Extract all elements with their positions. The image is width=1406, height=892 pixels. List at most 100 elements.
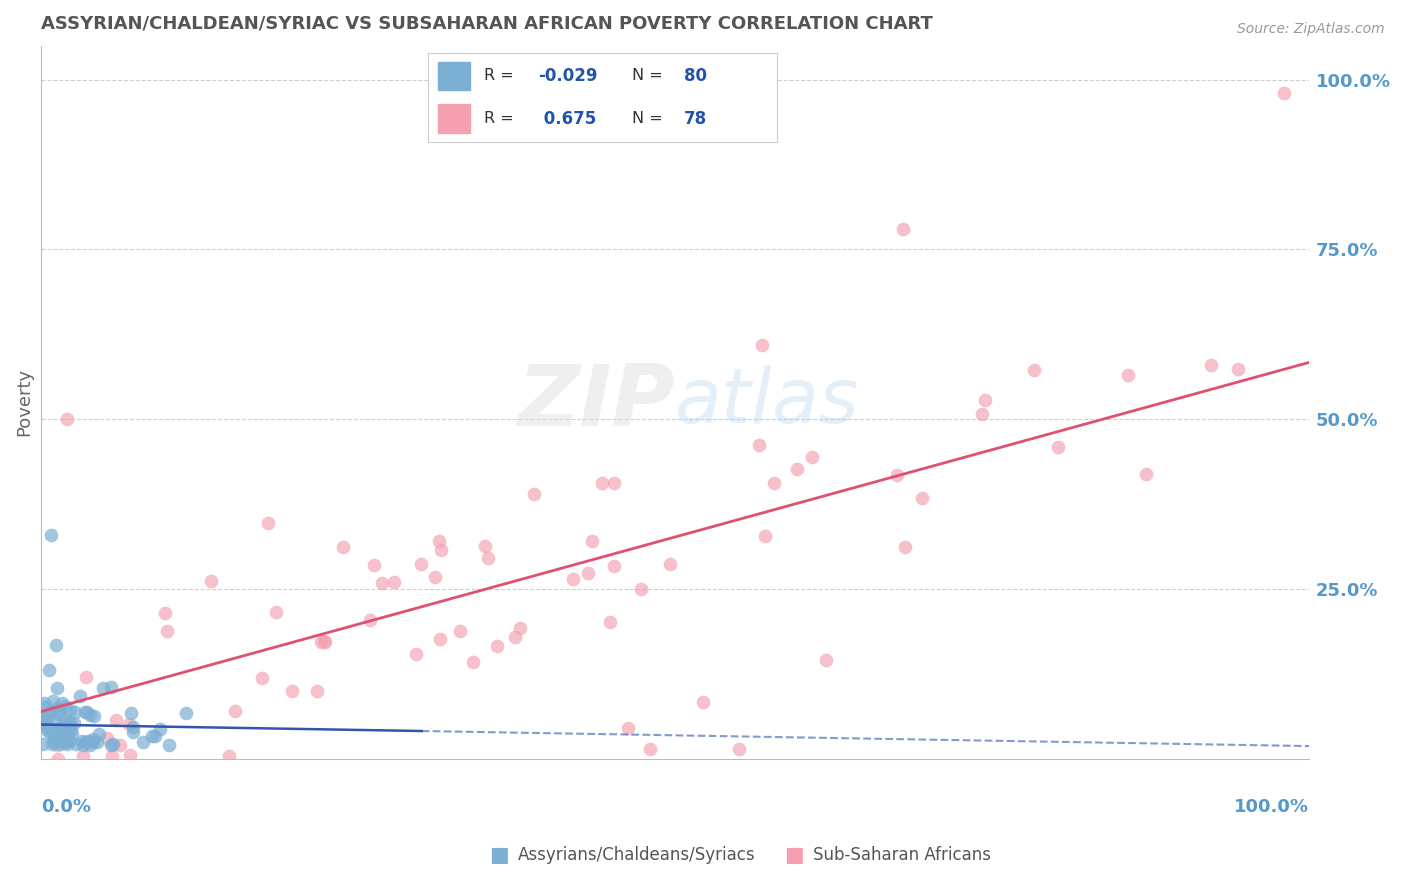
Point — [70, 734, 93, 748]
Point — [692, 695, 714, 709]
Point — [41, 737, 63, 751]
Point — [45, 701, 67, 715]
Point — [1116, 368, 1139, 383]
Point — [39, 704, 62, 718]
Text: ■: ■ — [489, 845, 509, 864]
Point — [153, 606, 176, 620]
Point — [53, 698, 76, 713]
Point — [591, 475, 613, 490]
Point — [911, 491, 934, 505]
Point — [359, 613, 381, 627]
Point — [65, 737, 87, 751]
Point — [38, 663, 60, 677]
Point — [429, 543, 451, 558]
Point — [264, 605, 287, 619]
Point — [35, 723, 58, 737]
Text: Source: ZipAtlas.com: Source: ZipAtlas.com — [1237, 22, 1385, 37]
Point — [257, 516, 280, 530]
Point — [382, 574, 405, 589]
Point — [79, 738, 101, 752]
Point — [42, 694, 65, 708]
Point — [53, 727, 76, 741]
Point — [34, 700, 56, 714]
Point — [55, 730, 77, 744]
Point — [51, 734, 73, 748]
Point — [603, 558, 626, 573]
Point — [1227, 362, 1250, 376]
Text: Sub-Saharan Africans: Sub-Saharan Africans — [813, 846, 991, 863]
Point — [77, 734, 100, 748]
Point — [76, 705, 98, 719]
Point — [82, 735, 104, 749]
Point — [145, 729, 167, 743]
Point — [51, 696, 73, 710]
Point — [638, 741, 661, 756]
Point — [48, 707, 70, 722]
Point — [748, 438, 770, 452]
Point — [100, 680, 122, 694]
Point — [55, 735, 77, 749]
Point — [44, 714, 66, 728]
Point — [31, 716, 53, 731]
Point — [141, 729, 163, 743]
Point — [405, 648, 427, 662]
Point — [56, 737, 79, 751]
Point — [52, 726, 75, 740]
Point — [79, 707, 101, 722]
Point — [509, 621, 531, 635]
Point — [1024, 363, 1046, 377]
Point — [801, 450, 824, 464]
Point — [602, 476, 624, 491]
Point — [477, 550, 499, 565]
Point — [449, 624, 471, 638]
Point — [87, 727, 110, 741]
Point — [893, 540, 915, 554]
Point — [53, 733, 76, 747]
Point — [1047, 440, 1070, 454]
Point — [121, 720, 143, 734]
Text: ZIP: ZIP — [517, 360, 675, 443]
Point — [121, 725, 143, 739]
Point — [485, 639, 508, 653]
Point — [474, 539, 496, 553]
Point — [157, 738, 180, 752]
Point — [523, 486, 546, 500]
Point — [754, 529, 776, 543]
Point — [120, 748, 142, 763]
Point — [56, 715, 79, 730]
Point — [69, 690, 91, 704]
Text: 0.0%: 0.0% — [41, 798, 91, 816]
Point — [53, 727, 76, 741]
Point — [44, 732, 66, 747]
Point — [73, 734, 96, 748]
Point — [250, 671, 273, 685]
Point — [39, 725, 62, 739]
Point — [659, 558, 682, 572]
Point — [72, 738, 94, 752]
Point — [45, 732, 67, 747]
Point — [814, 653, 837, 667]
Point — [132, 735, 155, 749]
Point — [51, 726, 73, 740]
Point — [53, 713, 76, 727]
Point — [363, 558, 385, 572]
Point — [599, 615, 621, 629]
Point — [48, 752, 70, 766]
Point — [562, 573, 585, 587]
Point — [727, 741, 749, 756]
Point — [59, 723, 82, 738]
Point — [118, 716, 141, 731]
Point — [176, 706, 198, 720]
Point — [461, 655, 484, 669]
Point — [617, 721, 640, 735]
Point — [56, 725, 79, 739]
Point — [311, 635, 333, 649]
Point — [44, 731, 66, 746]
Point — [73, 706, 96, 720]
Point — [42, 735, 65, 749]
Point — [630, 582, 652, 596]
Point — [156, 624, 179, 639]
Point — [314, 635, 336, 649]
Point — [429, 632, 451, 646]
Point — [65, 705, 87, 719]
